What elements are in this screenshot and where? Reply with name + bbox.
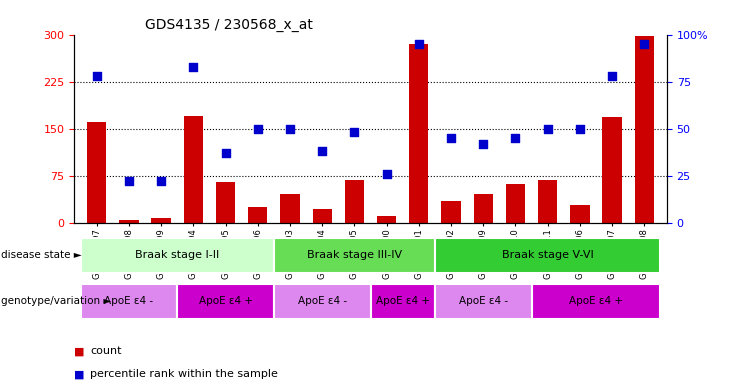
Point bbox=[187, 63, 199, 70]
Bar bbox=[248, 207, 268, 223]
Text: ApoE ε4 +: ApoE ε4 + bbox=[199, 296, 253, 306]
Point bbox=[381, 171, 393, 177]
Bar bbox=[435, 238, 660, 273]
Text: ■: ■ bbox=[74, 369, 88, 379]
Text: ■: ■ bbox=[74, 346, 88, 356]
Point bbox=[413, 41, 425, 47]
Bar bbox=[506, 184, 525, 223]
Text: ApoE ε4 -: ApoE ε4 - bbox=[459, 296, 508, 306]
Text: disease state ►: disease state ► bbox=[1, 250, 82, 260]
Text: ApoE ε4 -: ApoE ε4 - bbox=[104, 296, 153, 306]
Bar bbox=[81, 284, 177, 319]
Point bbox=[606, 73, 618, 79]
Text: count: count bbox=[90, 346, 122, 356]
Bar bbox=[435, 284, 531, 319]
Point bbox=[477, 141, 489, 147]
Bar bbox=[216, 182, 235, 223]
Point bbox=[445, 135, 457, 141]
Bar bbox=[119, 220, 139, 223]
Bar bbox=[345, 180, 364, 223]
Bar bbox=[377, 217, 396, 223]
Bar bbox=[81, 238, 274, 273]
Bar bbox=[571, 205, 590, 223]
Bar bbox=[280, 195, 299, 223]
Point bbox=[123, 178, 135, 184]
Bar bbox=[602, 118, 622, 223]
Text: genotype/variation ►: genotype/variation ► bbox=[1, 296, 111, 306]
Bar bbox=[370, 284, 435, 319]
Bar bbox=[635, 36, 654, 223]
Point bbox=[574, 126, 586, 132]
Point bbox=[284, 126, 296, 132]
Point bbox=[252, 126, 264, 132]
Bar bbox=[313, 209, 332, 223]
Text: Braak stage I-II: Braak stage I-II bbox=[135, 250, 219, 260]
Point bbox=[542, 126, 554, 132]
Text: ApoE ε4 -: ApoE ε4 - bbox=[298, 296, 347, 306]
Point bbox=[155, 178, 167, 184]
Bar bbox=[409, 44, 428, 223]
Point bbox=[348, 129, 360, 136]
Point bbox=[219, 150, 231, 156]
Bar bbox=[442, 201, 461, 223]
Text: ApoE ε4 +: ApoE ε4 + bbox=[569, 296, 623, 306]
Bar bbox=[473, 195, 493, 223]
Text: ApoE ε4 +: ApoE ε4 + bbox=[376, 296, 430, 306]
Bar bbox=[151, 218, 170, 223]
Bar bbox=[538, 180, 557, 223]
Bar bbox=[274, 284, 370, 319]
Text: Braak stage III-IV: Braak stage III-IV bbox=[307, 250, 402, 260]
Bar bbox=[87, 122, 106, 223]
Bar bbox=[274, 238, 435, 273]
Bar bbox=[531, 284, 660, 319]
Point bbox=[316, 148, 328, 154]
Point bbox=[90, 73, 102, 79]
Bar bbox=[184, 116, 203, 223]
Text: percentile rank within the sample: percentile rank within the sample bbox=[90, 369, 279, 379]
Point bbox=[639, 41, 651, 47]
Point bbox=[510, 135, 522, 141]
Bar bbox=[177, 284, 274, 319]
Text: GDS4135 / 230568_x_at: GDS4135 / 230568_x_at bbox=[145, 18, 313, 32]
Text: Braak stage V-VI: Braak stage V-VI bbox=[502, 250, 594, 260]
